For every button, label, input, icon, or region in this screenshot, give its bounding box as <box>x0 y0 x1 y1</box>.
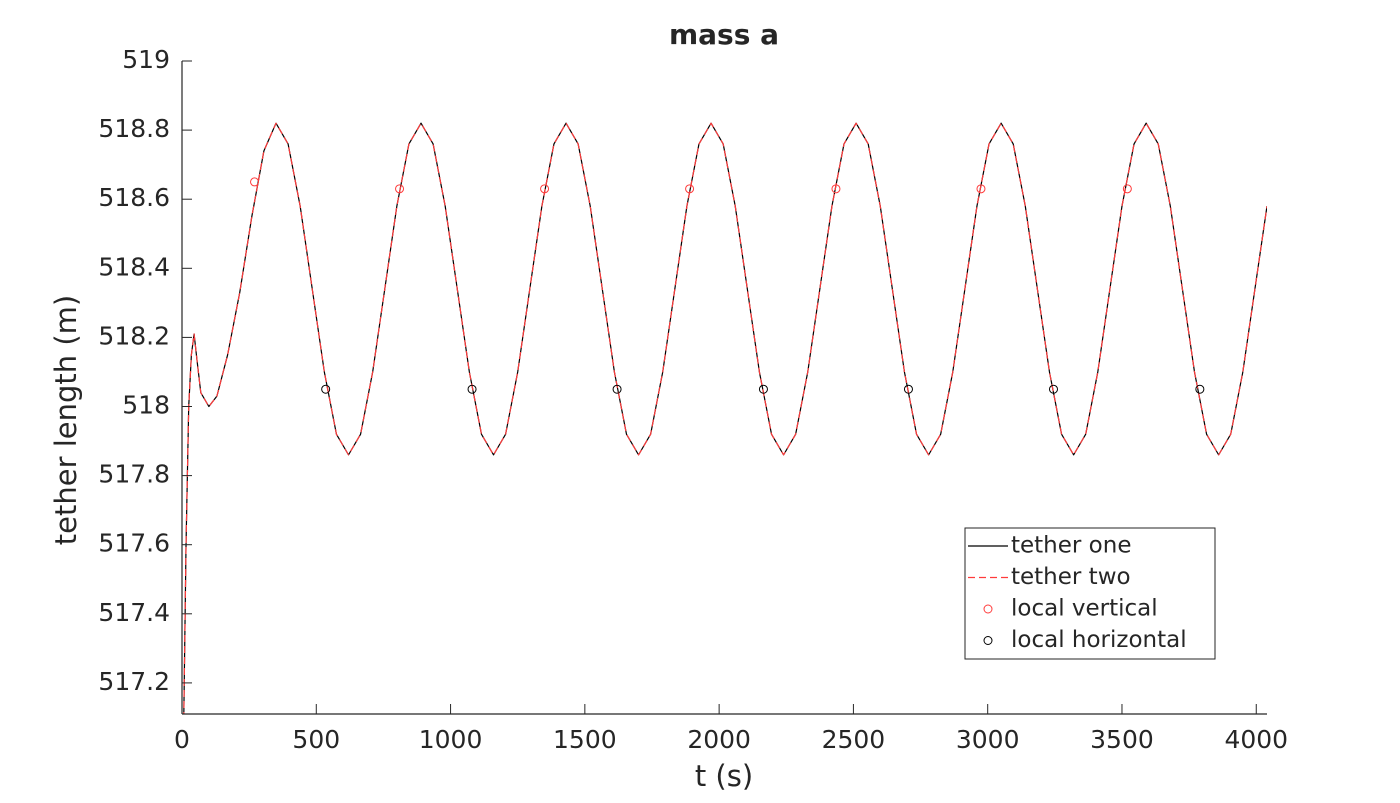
marker <box>831 184 841 194</box>
marker <box>1122 184 1132 194</box>
legend-label: tether two <box>1011 564 1131 590</box>
marker <box>685 184 695 194</box>
marker <box>758 384 768 394</box>
x-tick-label: 3500 <box>1090 725 1154 754</box>
chart-title: mass a <box>669 18 779 51</box>
marker <box>250 177 260 187</box>
y-tick-label: 517.8 <box>98 460 170 489</box>
legend <box>964 527 1216 660</box>
legend-label: local horizontal <box>1011 627 1187 653</box>
x-axis-label: t (s) <box>695 759 753 793</box>
marker <box>1048 384 1058 394</box>
y-tick-label: 517.6 <box>98 529 170 558</box>
y-tick-label: 517.2 <box>98 667 170 696</box>
y-tick-label: 518.8 <box>98 114 170 143</box>
y-tick-label: 517.4 <box>98 598 170 627</box>
x-tick-label: 0 <box>174 725 190 754</box>
legend-label: tether one <box>1011 533 1131 559</box>
x-tick-label: 500 <box>292 725 340 754</box>
marker <box>1195 384 1205 394</box>
y-axis-label: tether length (m) <box>49 295 83 545</box>
marker <box>395 184 405 194</box>
marker <box>612 384 622 394</box>
x-tick-label: 2000 <box>687 725 751 754</box>
series-line <box>183 122 1267 714</box>
y-tick-label: 518.2 <box>98 321 170 350</box>
marker <box>976 184 986 194</box>
y-tick-label: 518 <box>122 391 170 420</box>
marker <box>903 384 913 394</box>
legend-marker <box>983 604 993 614</box>
plot <box>183 122 1267 714</box>
x-tick-label: 4000 <box>1224 725 1288 754</box>
y-tick-label: 518.6 <box>98 183 170 212</box>
y-tick-label: 518.4 <box>98 252 170 281</box>
marker <box>540 184 550 194</box>
legend-label: local vertical <box>1011 596 1158 622</box>
x-tick-label: 3000 <box>956 725 1020 754</box>
marker <box>321 384 331 394</box>
marker <box>467 384 477 394</box>
x-tick-label: 1500 <box>553 725 617 754</box>
legend-marker <box>983 636 993 645</box>
y-tick-label: 519 <box>122 45 170 74</box>
x-tick-label: 2500 <box>822 725 886 754</box>
x-tick-label: 1000 <box>419 725 483 754</box>
